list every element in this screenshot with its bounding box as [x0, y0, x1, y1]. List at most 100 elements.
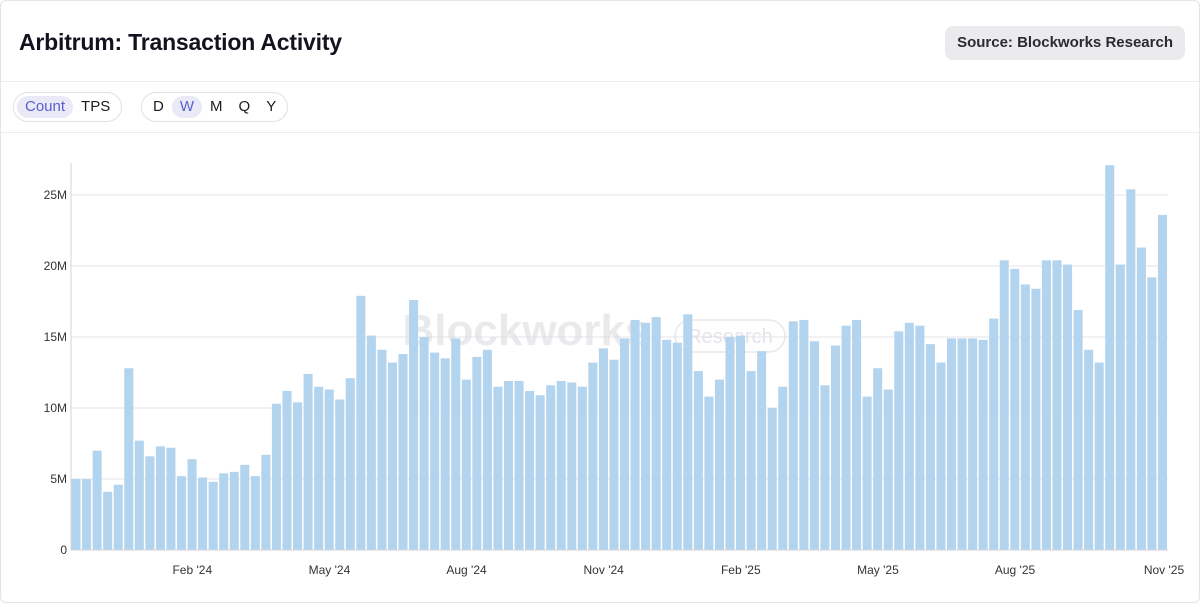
bar[interactable]	[641, 322, 651, 550]
period-d-button[interactable]: D	[153, 98, 164, 115]
bar[interactable]	[71, 479, 81, 550]
bar[interactable]	[968, 338, 978, 550]
bar[interactable]	[915, 325, 925, 550]
bar[interactable]	[208, 481, 218, 550]
bar[interactable]	[757, 351, 767, 550]
bar[interactable]	[187, 459, 197, 550]
bar[interactable]	[229, 471, 239, 550]
bar[interactable]	[314, 386, 324, 550]
bar[interactable]	[271, 403, 281, 550]
bar[interactable]	[704, 396, 714, 550]
bar[interactable]	[335, 399, 345, 550]
bar[interactable]	[113, 484, 123, 550]
bar[interactable]	[672, 342, 682, 550]
bar[interactable]	[345, 378, 355, 550]
bar[interactable]	[1073, 310, 1083, 550]
bar[interactable]	[303, 373, 313, 550]
bar[interactable]	[1020, 284, 1030, 550]
bar[interactable]	[989, 318, 999, 550]
bar[interactable]	[377, 349, 387, 550]
bar[interactable]	[820, 385, 830, 550]
bar[interactable]	[461, 379, 471, 550]
bar[interactable]	[1010, 268, 1020, 550]
bar[interactable]	[166, 447, 176, 550]
bar[interactable]	[198, 477, 208, 550]
bar[interactable]	[841, 325, 851, 550]
bar[interactable]	[261, 454, 271, 550]
bar[interactable]	[999, 260, 1009, 550]
bar[interactable]	[1126, 189, 1136, 550]
bar[interactable]	[1136, 247, 1146, 550]
bar[interactable]	[293, 402, 303, 550]
bar[interactable]	[419, 337, 429, 550]
period-y-button[interactable]: Y	[266, 98, 277, 115]
metric-tps-button[interactable]: TPS	[81, 98, 111, 115]
bar[interactable]	[503, 381, 514, 550]
bar[interactable]	[978, 339, 988, 550]
bar[interactable]	[1105, 165, 1115, 550]
bar[interactable]	[282, 390, 292, 550]
source-badge[interactable]: Source: Blockworks Research	[945, 26, 1185, 60]
bar[interactable]	[936, 362, 946, 550]
bar[interactable]	[92, 450, 102, 550]
bar[interactable]	[957, 338, 967, 550]
bar[interactable]	[387, 362, 397, 550]
bar[interactable]	[430, 352, 440, 550]
bar[interactable]	[598, 348, 608, 550]
bar[interactable]	[683, 314, 693, 550]
bar[interactable]	[134, 440, 144, 550]
bar[interactable]	[1094, 362, 1104, 550]
bar[interactable]	[809, 341, 819, 550]
bar[interactable]	[620, 338, 630, 550]
bar[interactable]	[440, 358, 450, 550]
bar[interactable]	[1052, 260, 1062, 550]
bar[interactable]	[356, 295, 366, 550]
bar[interactable]	[472, 356, 482, 550]
bar[interactable]	[693, 371, 703, 550]
bar[interactable]	[324, 389, 334, 550]
bar[interactable]	[556, 381, 566, 550]
bar[interactable]	[651, 317, 661, 550]
bar[interactable]	[219, 473, 229, 550]
bar[interactable]	[1031, 288, 1041, 550]
bar[interactable]	[714, 379, 724, 550]
bar[interactable]	[1084, 349, 1094, 550]
bar[interactable]	[883, 389, 893, 550]
bar[interactable]	[451, 338, 461, 550]
bar[interactable]	[240, 464, 250, 550]
bar[interactable]	[662, 339, 672, 550]
bar[interactable]	[1041, 260, 1051, 550]
bar[interactable]	[535, 395, 545, 550]
bar[interactable]	[894, 331, 904, 550]
bar[interactable]	[1157, 214, 1167, 550]
bar[interactable]	[736, 335, 746, 550]
bar[interactable]	[904, 322, 914, 550]
period-w-button[interactable]: W	[171, 96, 203, 118]
bar[interactable]	[725, 337, 735, 550]
metric-count-button[interactable]: Count	[17, 96, 74, 118]
bar[interactable]	[799, 319, 809, 550]
bar[interactable]	[398, 354, 408, 550]
bar[interactable]	[482, 349, 492, 550]
bar[interactable]	[525, 390, 535, 550]
bar[interactable]	[588, 362, 598, 550]
bar[interactable]	[852, 319, 862, 550]
bar[interactable]	[1147, 277, 1157, 550]
bar[interactable]	[567, 382, 577, 550]
bar[interactable]	[145, 456, 155, 550]
bar[interactable]	[788, 321, 798, 550]
bar[interactable]	[546, 385, 556, 550]
bar[interactable]	[925, 344, 935, 550]
bar[interactable]	[366, 335, 376, 550]
bar[interactable]	[767, 408, 777, 550]
bar[interactable]	[577, 386, 587, 550]
bar[interactable]	[409, 300, 419, 550]
bar[interactable]	[493, 386, 503, 550]
bar[interactable]	[1115, 264, 1125, 550]
bar[interactable]	[124, 368, 134, 550]
bar[interactable]	[830, 345, 841, 550]
bar[interactable]	[250, 476, 260, 550]
bar[interactable]	[862, 396, 872, 550]
bar[interactable]	[82, 479, 92, 550]
bar[interactable]	[778, 386, 788, 550]
